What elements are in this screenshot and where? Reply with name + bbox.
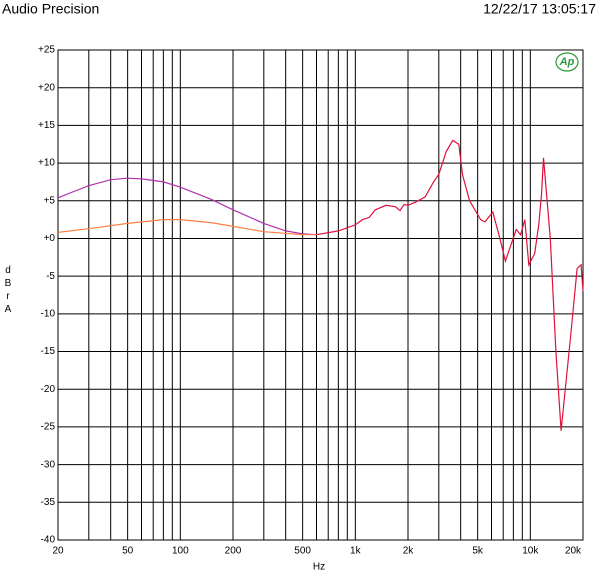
y-tick-label: -40: [41, 535, 56, 546]
y-tick-label: +20: [38, 82, 55, 93]
logo: Ap: [559, 56, 575, 68]
x-tick-label: 20: [52, 546, 64, 557]
x-axis-label: Hz: [313, 562, 325, 573]
logo-ring: [555, 52, 579, 72]
y-tick-label: -35: [41, 497, 56, 508]
y-axis-label-letter: A: [5, 304, 12, 315]
y-tick-label: +10: [38, 158, 55, 169]
x-tick-label: 100: [172, 546, 189, 557]
y-tick-label: -30: [41, 459, 56, 470]
x-tick-label: 2k: [403, 546, 415, 557]
y-axis-label-letter: B: [5, 278, 12, 289]
y-tick-label: -10: [41, 308, 56, 319]
x-tick-label: 500: [294, 546, 311, 557]
x-tick-label: 50: [122, 546, 134, 557]
y-tick-label: -20: [41, 384, 56, 395]
title: Audio Precision: [2, 1, 99, 17]
y-tick-label: +0: [44, 233, 56, 244]
y-tick-label: +15: [38, 120, 55, 131]
x-tick-label: 20k: [565, 546, 582, 557]
y-tick-label: -5: [46, 271, 55, 282]
series-line: [316, 139, 584, 431]
y-tick-label: +25: [38, 45, 55, 56]
y-axis-label-letter: d: [5, 265, 11, 276]
x-tick-label: 1k: [350, 546, 362, 557]
y-tick-label: -25: [41, 422, 56, 433]
x-tick-label: 5k: [472, 546, 484, 557]
timestamp: 12/22/17 13:05:17: [483, 1, 596, 17]
x-tick-label: 200: [225, 546, 242, 557]
x-tick-label: 10k: [522, 546, 539, 557]
series-line: [57, 219, 317, 236]
plot-frame: [57, 49, 584, 541]
series-line: [57, 177, 317, 236]
y-tick-label: +5: [44, 195, 56, 206]
y-axis-label-letter: r: [6, 291, 10, 302]
y-tick-label: -15: [41, 346, 56, 357]
